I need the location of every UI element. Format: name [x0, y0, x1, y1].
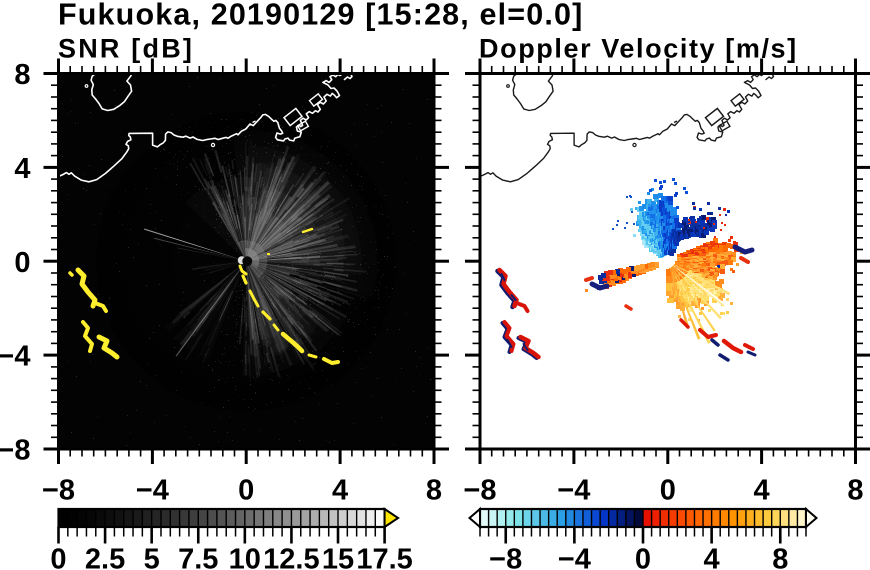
svg-text:−8: −8 [0, 435, 31, 467]
svg-text:8: 8 [426, 475, 442, 507]
svg-text:4: 4 [704, 544, 720, 570]
svg-text:−4: −4 [557, 475, 590, 507]
svg-text:0: 0 [635, 544, 651, 570]
svg-text:−8: −8 [42, 475, 75, 507]
svg-text:Doppler Velocity [m/s]: Doppler Velocity [m/s] [479, 34, 798, 64]
svg-text:4: 4 [754, 475, 770, 507]
svg-text:8: 8 [847, 475, 863, 507]
svg-text:8: 8 [14, 59, 30, 91]
svg-text:0: 0 [238, 475, 254, 507]
svg-text:0: 0 [660, 475, 676, 507]
svg-text:−8: −8 [463, 475, 496, 507]
svg-text:4: 4 [332, 475, 348, 507]
svg-text:−8: −8 [489, 544, 522, 570]
svg-text:10: 10 [229, 544, 261, 570]
svg-text:−4: −4 [0, 341, 31, 373]
svg-text:12.5: 12.5 [263, 544, 319, 570]
svg-text:SNR [dB]: SNR [dB] [58, 34, 194, 64]
svg-text:0: 0 [14, 247, 30, 279]
svg-text:15: 15 [322, 544, 354, 570]
svg-text:Fukuoka, 20190129 [15:28, el=0: Fukuoka, 20190129 [15:28, el=0.0] [58, 0, 583, 32]
svg-text:17.5: 17.5 [356, 544, 412, 570]
svg-text:4: 4 [14, 153, 30, 185]
svg-text:8: 8 [772, 544, 788, 570]
svg-text:0: 0 [50, 544, 66, 570]
svg-text:−4: −4 [136, 475, 169, 507]
svg-text:5: 5 [144, 544, 160, 570]
svg-text:2.5: 2.5 [85, 544, 125, 570]
svg-text:−4: −4 [558, 544, 591, 570]
svg-text:7.5: 7.5 [178, 544, 218, 570]
